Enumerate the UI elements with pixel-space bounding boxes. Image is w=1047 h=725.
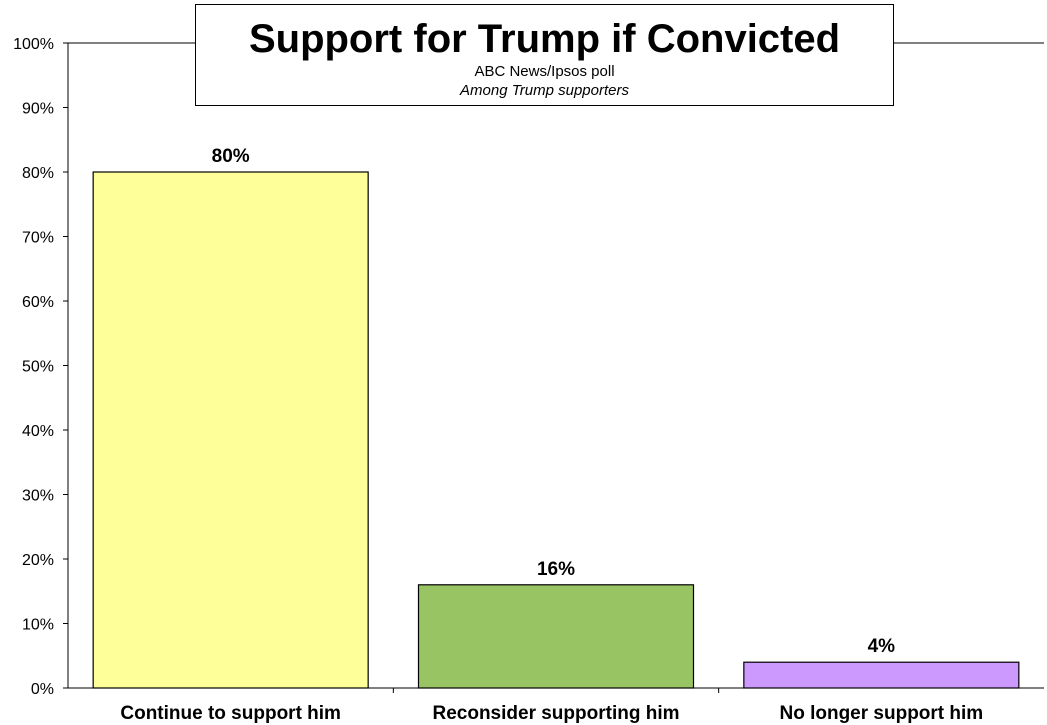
y-tick-label: 90% <box>22 101 54 118</box>
data-labels: 80% 16% 4% <box>212 146 896 657</box>
y-tick-label: 30% <box>22 488 54 505</box>
y-tick-label: 0% <box>31 681 54 698</box>
chart-subtitle-secondary: Among Trump supporters <box>460 82 629 99</box>
y-tick-label: 50% <box>22 359 54 376</box>
category-label: Reconsider supporting him <box>432 703 679 724</box>
bar <box>417 584 695 689</box>
chart-title: Support for Trump if Convicted <box>248 17 841 61</box>
y-tick-label: 70% <box>22 230 54 247</box>
bars <box>92 171 1020 689</box>
category-label: Continue to support him <box>120 703 341 724</box>
category-labels: Continue to support him Reconsider suppor… <box>120 703 983 724</box>
category-label: No longer support him <box>779 703 983 724</box>
y-axis-ticks: 0% 10% 20% 30% 40% 50% 60% 70% 80% 90% 100% <box>13 36 68 698</box>
y-tick-label: 10% <box>22 617 54 634</box>
y-tick-label: 60% <box>22 294 54 311</box>
bar <box>92 171 369 689</box>
chart-subtitle: ABC News/Ipsos poll <box>474 63 615 80</box>
bar-value-label: 80% <box>212 146 250 167</box>
y-tick-label: 40% <box>22 423 54 440</box>
y-tick-label: 20% <box>22 552 54 569</box>
chart-title-box: Support for Trump if Convicted ABC News/… <box>195 4 894 106</box>
bar-value-label: 16% <box>537 559 575 580</box>
bar <box>743 661 1020 689</box>
y-tick-label: 100% <box>13 36 54 53</box>
y-tick-label: 80% <box>22 165 54 182</box>
bar-value-label: 4% <box>868 636 896 657</box>
